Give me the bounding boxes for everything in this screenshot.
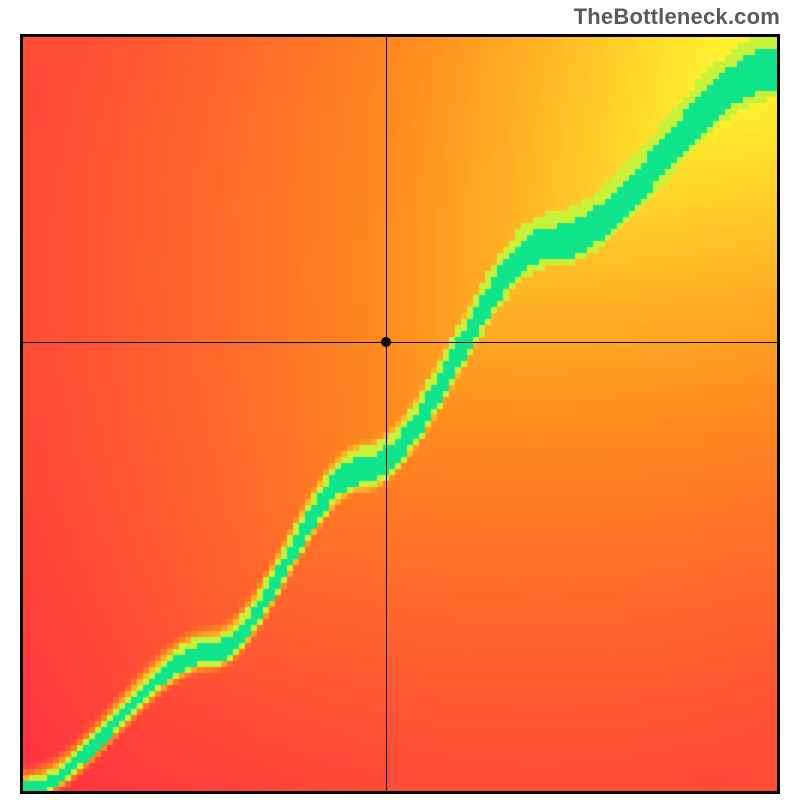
plot-frame: [20, 34, 780, 794]
attribution-text: TheBottleneck.com: [574, 4, 780, 30]
crosshair-horizontal: [23, 342, 777, 343]
chart-container: TheBottleneck.com: [0, 0, 800, 800]
selected-point-marker: [381, 337, 391, 347]
crosshair-vertical: [386, 37, 387, 791]
